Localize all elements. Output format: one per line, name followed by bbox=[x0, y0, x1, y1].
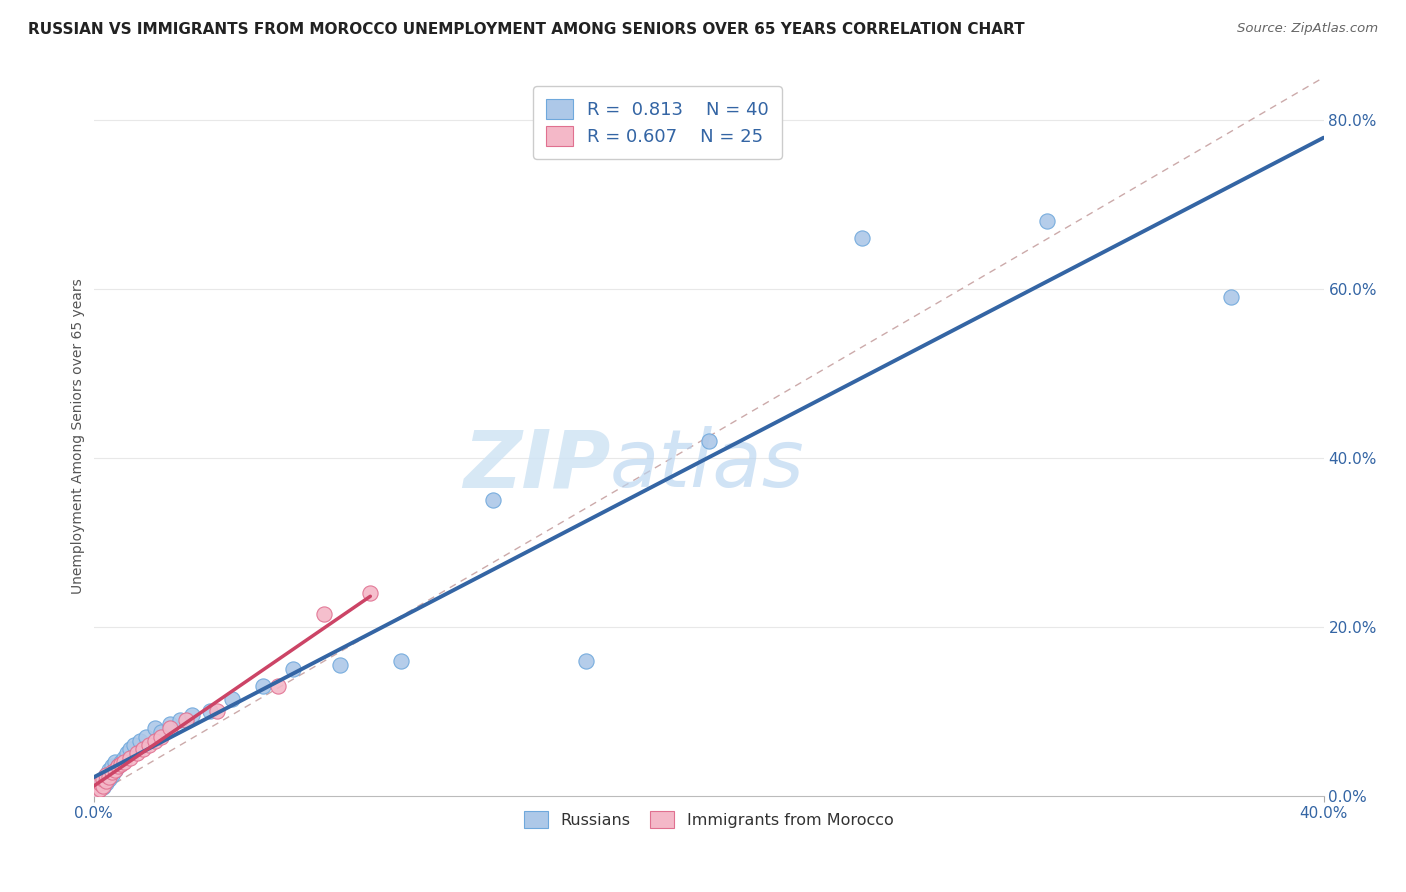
Point bbox=[125, 747, 148, 761]
Point bbox=[94, 767, 117, 781]
Point bbox=[101, 759, 124, 773]
Point bbox=[120, 742, 142, 756]
Point bbox=[97, 770, 120, 784]
Point bbox=[120, 750, 142, 764]
Point bbox=[112, 755, 135, 769]
Point bbox=[104, 764, 127, 778]
Point bbox=[107, 759, 129, 773]
Point bbox=[94, 776, 117, 790]
Point bbox=[112, 750, 135, 764]
Point bbox=[200, 704, 222, 718]
Text: atlas: atlas bbox=[610, 426, 804, 504]
Point bbox=[101, 767, 124, 781]
Point bbox=[101, 765, 124, 780]
Point bbox=[91, 779, 114, 793]
Point bbox=[122, 738, 145, 752]
Point bbox=[314, 607, 336, 621]
Text: RUSSIAN VS IMMIGRANTS FROM MOROCCO UNEMPLOYMENT AMONG SENIORS OVER 65 YEARS CORR: RUSSIAN VS IMMIGRANTS FROM MOROCCO UNEMP… bbox=[28, 22, 1025, 37]
Point bbox=[91, 776, 114, 790]
Point bbox=[329, 657, 352, 672]
Point bbox=[181, 708, 204, 723]
Text: Source: ZipAtlas.com: Source: ZipAtlas.com bbox=[1237, 22, 1378, 36]
Y-axis label: Unemployment Among Seniors over 65 years: Unemployment Among Seniors over 65 years bbox=[72, 278, 86, 594]
Point bbox=[205, 704, 228, 718]
Point bbox=[1220, 290, 1243, 304]
Point bbox=[110, 755, 132, 769]
Point bbox=[143, 721, 166, 735]
Point bbox=[89, 782, 111, 797]
Point bbox=[107, 759, 129, 773]
Point bbox=[94, 773, 117, 788]
Point bbox=[697, 434, 720, 448]
Point bbox=[110, 756, 132, 771]
Point bbox=[86, 782, 108, 797]
Point bbox=[283, 662, 305, 676]
Point bbox=[135, 730, 157, 744]
Point bbox=[104, 764, 127, 778]
Point bbox=[138, 738, 160, 752]
Point bbox=[482, 493, 505, 508]
Point bbox=[150, 725, 173, 739]
Point bbox=[159, 717, 181, 731]
Point bbox=[851, 231, 873, 245]
Point bbox=[86, 784, 108, 798]
Point bbox=[89, 776, 111, 790]
Point bbox=[97, 764, 120, 778]
Point bbox=[359, 586, 381, 600]
Point bbox=[150, 730, 173, 744]
Point bbox=[89, 779, 111, 793]
Point bbox=[97, 772, 120, 786]
Text: ZIP: ZIP bbox=[463, 426, 610, 504]
Point bbox=[389, 654, 412, 668]
Point bbox=[117, 747, 139, 761]
Point bbox=[91, 780, 114, 795]
Legend: Russians, Immigrants from Morocco: Russians, Immigrants from Morocco bbox=[517, 805, 900, 834]
Point bbox=[159, 721, 181, 735]
Point bbox=[267, 679, 290, 693]
Point bbox=[169, 713, 191, 727]
Point bbox=[1036, 214, 1059, 228]
Point bbox=[143, 734, 166, 748]
Point bbox=[574, 654, 596, 668]
Point bbox=[221, 691, 243, 706]
Point bbox=[132, 742, 155, 756]
Point bbox=[104, 755, 127, 769]
Point bbox=[89, 780, 111, 795]
Point bbox=[128, 734, 150, 748]
Point bbox=[94, 767, 117, 781]
Point bbox=[174, 713, 197, 727]
Point bbox=[91, 772, 114, 786]
Point bbox=[86, 784, 108, 798]
Point bbox=[252, 679, 274, 693]
Point bbox=[91, 772, 114, 786]
